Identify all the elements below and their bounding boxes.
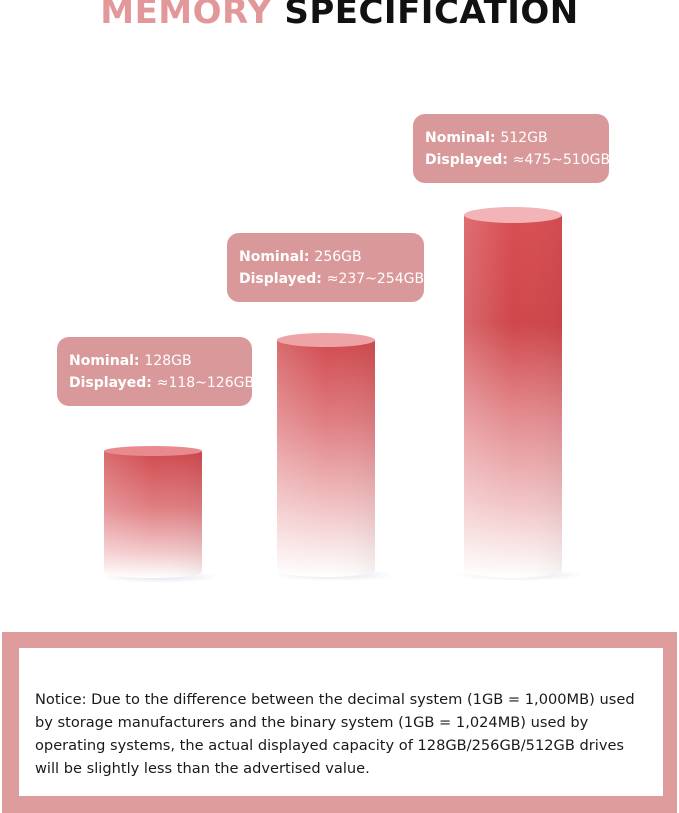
notice-box: Notice: Due to the difference between th… bbox=[2, 632, 677, 813]
notice-text: Notice: Due to the difference between th… bbox=[35, 691, 635, 777]
nominal-value: 128GB bbox=[144, 352, 192, 369]
capacity-cylinders bbox=[100, 207, 585, 583]
title-part-specification: SPECIFICATION bbox=[284, 0, 579, 32]
nominal-value: 512GB bbox=[500, 129, 548, 146]
nominal-row: Nominal: 512GB bbox=[425, 127, 597, 149]
cylinder-128gb bbox=[100, 446, 220, 583]
displayed-value: ≈475~510GB bbox=[512, 151, 611, 168]
cylinder-512gb bbox=[457, 207, 585, 581]
nominal-label: Nominal: bbox=[239, 248, 315, 265]
notice-panel: Notice: Due to the difference between th… bbox=[19, 648, 663, 796]
displayed-value: ≈237~254GB bbox=[326, 270, 425, 287]
nominal-row: Nominal: 256GB bbox=[239, 246, 412, 268]
title-part-memory: MEMORY bbox=[100, 0, 272, 32]
page-title: MEMORY SPECIFICATION bbox=[0, 0, 679, 32]
capacity-label-256gb: Nominal: 256GB Displayed: ≈237~254GB bbox=[227, 233, 424, 302]
displayed-label: Displayed: bbox=[239, 270, 327, 287]
nominal-row: Nominal: 128GB bbox=[69, 350, 240, 372]
displayed-row: Displayed: ≈237~254GB bbox=[239, 268, 424, 290]
nominal-label: Nominal: bbox=[425, 129, 501, 146]
capacity-label-512gb: Nominal: 512GB Displayed: ≈475~510GB bbox=[413, 114, 610, 183]
displayed-row: Displayed: ≈475~510GB bbox=[425, 149, 610, 171]
displayed-label: Displayed: bbox=[69, 374, 157, 391]
displayed-value: ≈118~126GB bbox=[156, 374, 255, 391]
displayed-label: Displayed: bbox=[425, 151, 513, 168]
nominal-label: Nominal: bbox=[69, 352, 145, 369]
nominal-value: 256GB bbox=[314, 248, 362, 265]
displayed-row: Displayed: ≈118~126GB bbox=[69, 372, 254, 394]
cylinder-256gb bbox=[272, 333, 396, 581]
capacity-label-128gb: Nominal: 128GB Displayed: ≈118~126GB bbox=[57, 337, 254, 406]
